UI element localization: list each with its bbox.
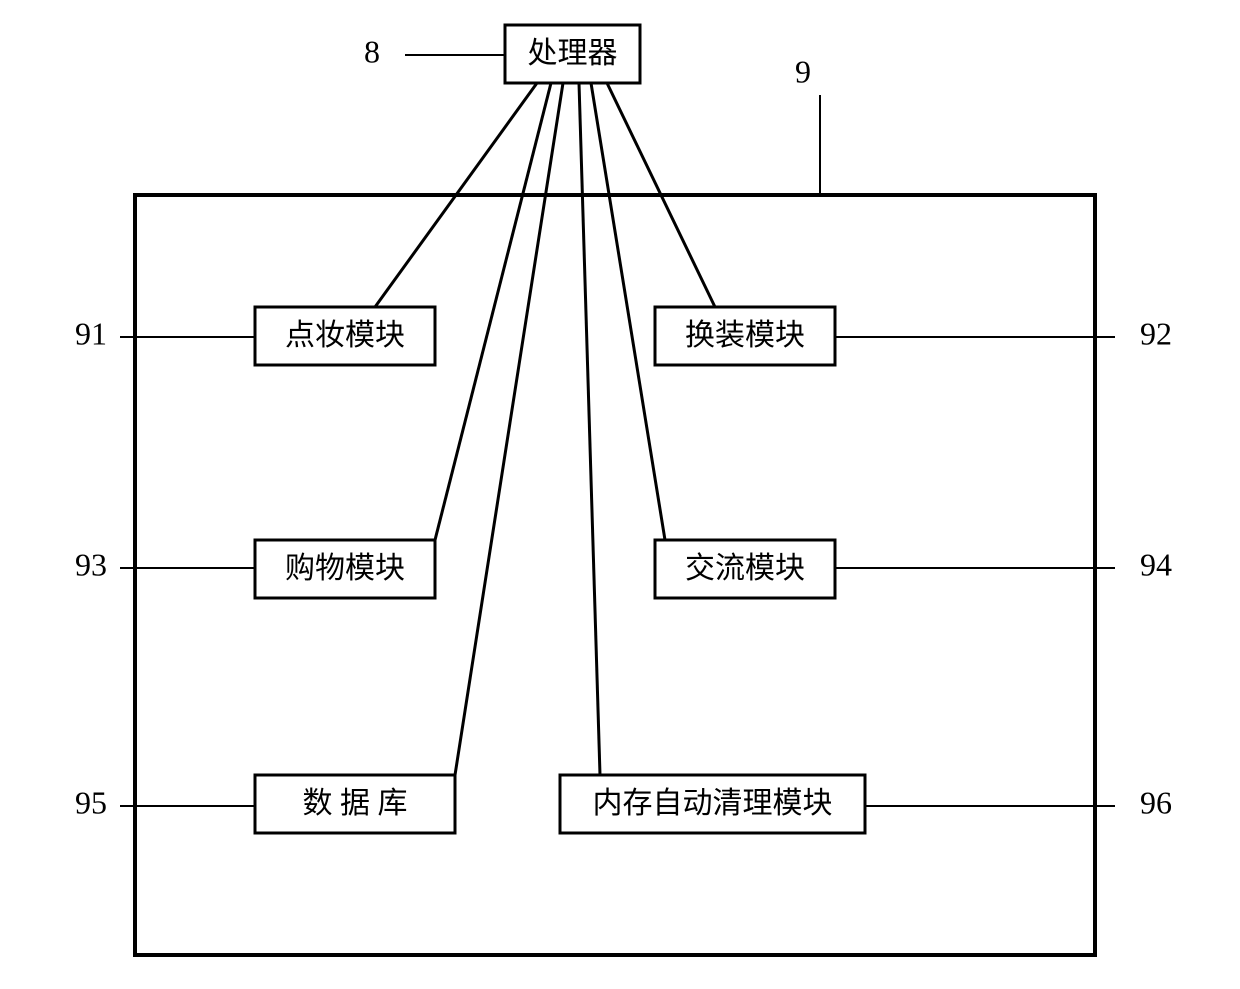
module-96-label: 内存自动清理模块 (593, 787, 833, 820)
module-93-node: 购物模块 (255, 540, 435, 598)
module-94-label: 交流模块 (685, 552, 805, 585)
ref-9: 9 (795, 53, 811, 89)
module-91-label: 点妆模块 (285, 319, 405, 352)
module-92-label: 换装模块 (685, 319, 805, 352)
ref-8: 8 (364, 33, 380, 69)
ref-95: 95 (75, 784, 107, 820)
processor-label: 处理器 (528, 37, 618, 70)
module-92-node: 换装模块 (655, 307, 835, 365)
ref-94: 94 (1140, 546, 1172, 582)
module-91-node: 点妆模块 (255, 307, 435, 365)
ref-91: 91 (75, 315, 107, 351)
module-93-label: 购物模块 (285, 552, 405, 585)
module-96-node: 内存自动清理模块 (560, 775, 865, 833)
ref-93: 93 (75, 546, 107, 582)
processor-node: 处理器 (505, 25, 640, 83)
module-95-node: 数 据 库 (255, 775, 455, 833)
module-94-node: 交流模块 (655, 540, 835, 598)
ref-92: 92 (1140, 315, 1172, 351)
ref-96: 96 (1140, 784, 1172, 820)
module-95-label: 数 据 库 (303, 787, 408, 820)
system-diagram: 处理器 点妆模块 换装模块 购物模块 交流模块 数 据 库 内存自动清理模块 8… (0, 0, 1240, 989)
